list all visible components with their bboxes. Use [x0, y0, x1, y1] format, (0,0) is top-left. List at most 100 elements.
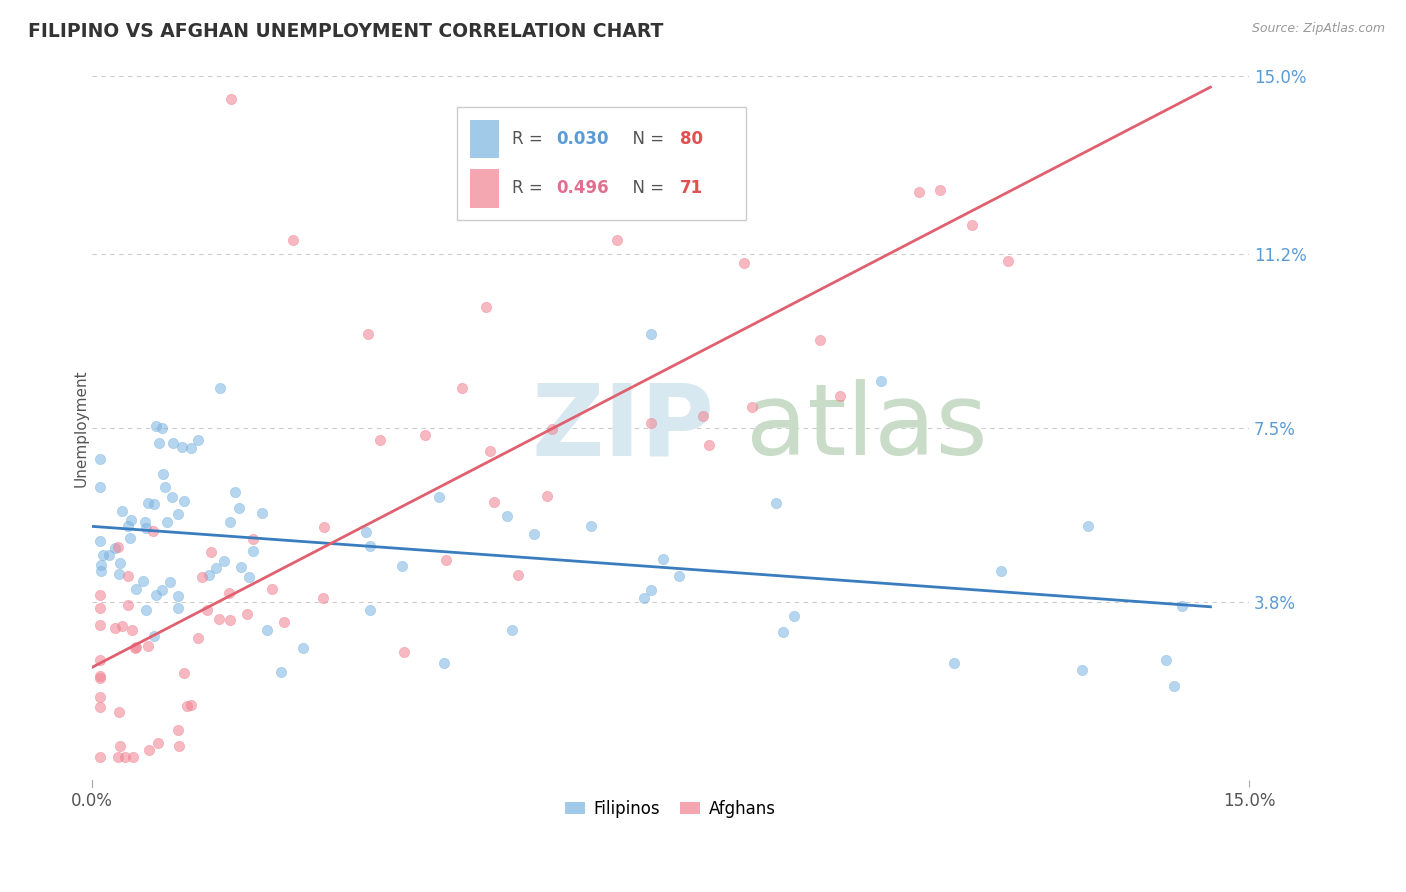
Point: [104, 621, 127, 635]
Point: [312, 591, 335, 605]
Point: [117, 569, 139, 583]
Text: atlas: atlas: [745, 379, 987, 476]
Point: [108, 705, 131, 719]
FancyBboxPatch shape: [471, 120, 499, 159]
Point: [111, 618, 134, 632]
Point: [89, 690, 111, 705]
Point: [111, 504, 134, 518]
Point: [135, 603, 157, 617]
Point: [89, 618, 111, 632]
Point: [479, 444, 502, 458]
Point: [197, 603, 219, 617]
Text: Source: ZipAtlas.com: Source: ZipAtlas.com: [1251, 22, 1385, 36]
Point: [668, 568, 690, 582]
Point: [273, 615, 295, 630]
Point: [90, 564, 112, 578]
Point: [209, 381, 232, 395]
Point: [640, 416, 662, 430]
Point: [146, 736, 169, 750]
Point: [122, 749, 145, 764]
Point: [89, 653, 111, 667]
Point: [162, 490, 184, 504]
Point: [114, 749, 136, 764]
Point: [153, 481, 176, 495]
Point: [1071, 663, 1094, 677]
Point: [208, 612, 231, 626]
Point: [394, 645, 416, 659]
Legend: Filipinos, Afghans: Filipinos, Afghans: [558, 794, 782, 825]
Point: [89, 700, 111, 714]
Point: [89, 668, 111, 682]
Point: [135, 521, 157, 535]
Point: [148, 436, 170, 450]
Point: [134, 515, 156, 529]
Text: 80: 80: [681, 130, 703, 148]
Point: [960, 218, 983, 232]
Point: [434, 553, 457, 567]
Point: [117, 519, 139, 533]
Point: [433, 656, 456, 670]
Point: [121, 513, 143, 527]
Point: [159, 574, 181, 589]
Point: [187, 631, 209, 645]
Point: [143, 497, 166, 511]
Text: N =: N =: [621, 179, 669, 197]
Text: ZIP: ZIP: [531, 379, 714, 476]
Point: [728, 161, 751, 176]
Point: [107, 749, 129, 764]
Point: [929, 183, 952, 197]
Point: [145, 418, 167, 433]
Point: [136, 639, 159, 653]
Point: [990, 564, 1012, 578]
Point: [314, 520, 336, 534]
Point: [173, 493, 195, 508]
Point: [167, 723, 190, 737]
Point: [167, 507, 190, 521]
Point: [640, 326, 662, 341]
Point: [197, 568, 219, 582]
Point: [93, 548, 115, 562]
Point: [121, 624, 143, 638]
Point: [150, 583, 173, 598]
Point: [180, 441, 202, 455]
Point: [229, 560, 252, 574]
FancyBboxPatch shape: [457, 107, 745, 220]
Text: 0.030: 0.030: [557, 130, 609, 148]
Point: [359, 539, 381, 553]
Point: [772, 624, 794, 639]
Point: [357, 327, 380, 342]
Text: R =: R =: [512, 130, 548, 148]
Point: [167, 589, 190, 603]
Point: [281, 233, 304, 247]
Point: [107, 566, 129, 581]
Point: [173, 666, 195, 681]
Y-axis label: Unemployment: Unemployment: [73, 369, 89, 487]
Point: [391, 558, 413, 573]
Point: [224, 485, 246, 500]
Point: [219, 613, 242, 627]
Point: [256, 623, 278, 637]
Point: [142, 524, 165, 538]
Point: [606, 233, 628, 247]
Point: [291, 640, 314, 655]
Point: [697, 438, 720, 452]
Point: [219, 92, 242, 106]
Point: [370, 433, 392, 447]
Point: [828, 389, 851, 403]
Point: [484, 494, 506, 508]
Point: [942, 656, 965, 670]
Point: [450, 381, 472, 395]
Point: [741, 401, 763, 415]
Point: [783, 609, 806, 624]
Point: [166, 601, 188, 615]
Point: [187, 434, 209, 448]
Point: [118, 532, 141, 546]
Point: [218, 586, 240, 600]
Point: [692, 409, 714, 424]
Point: [354, 525, 377, 540]
Point: [89, 480, 111, 494]
Point: [104, 541, 127, 555]
Point: [733, 256, 755, 270]
Point: [413, 428, 436, 442]
Point: [907, 186, 929, 200]
